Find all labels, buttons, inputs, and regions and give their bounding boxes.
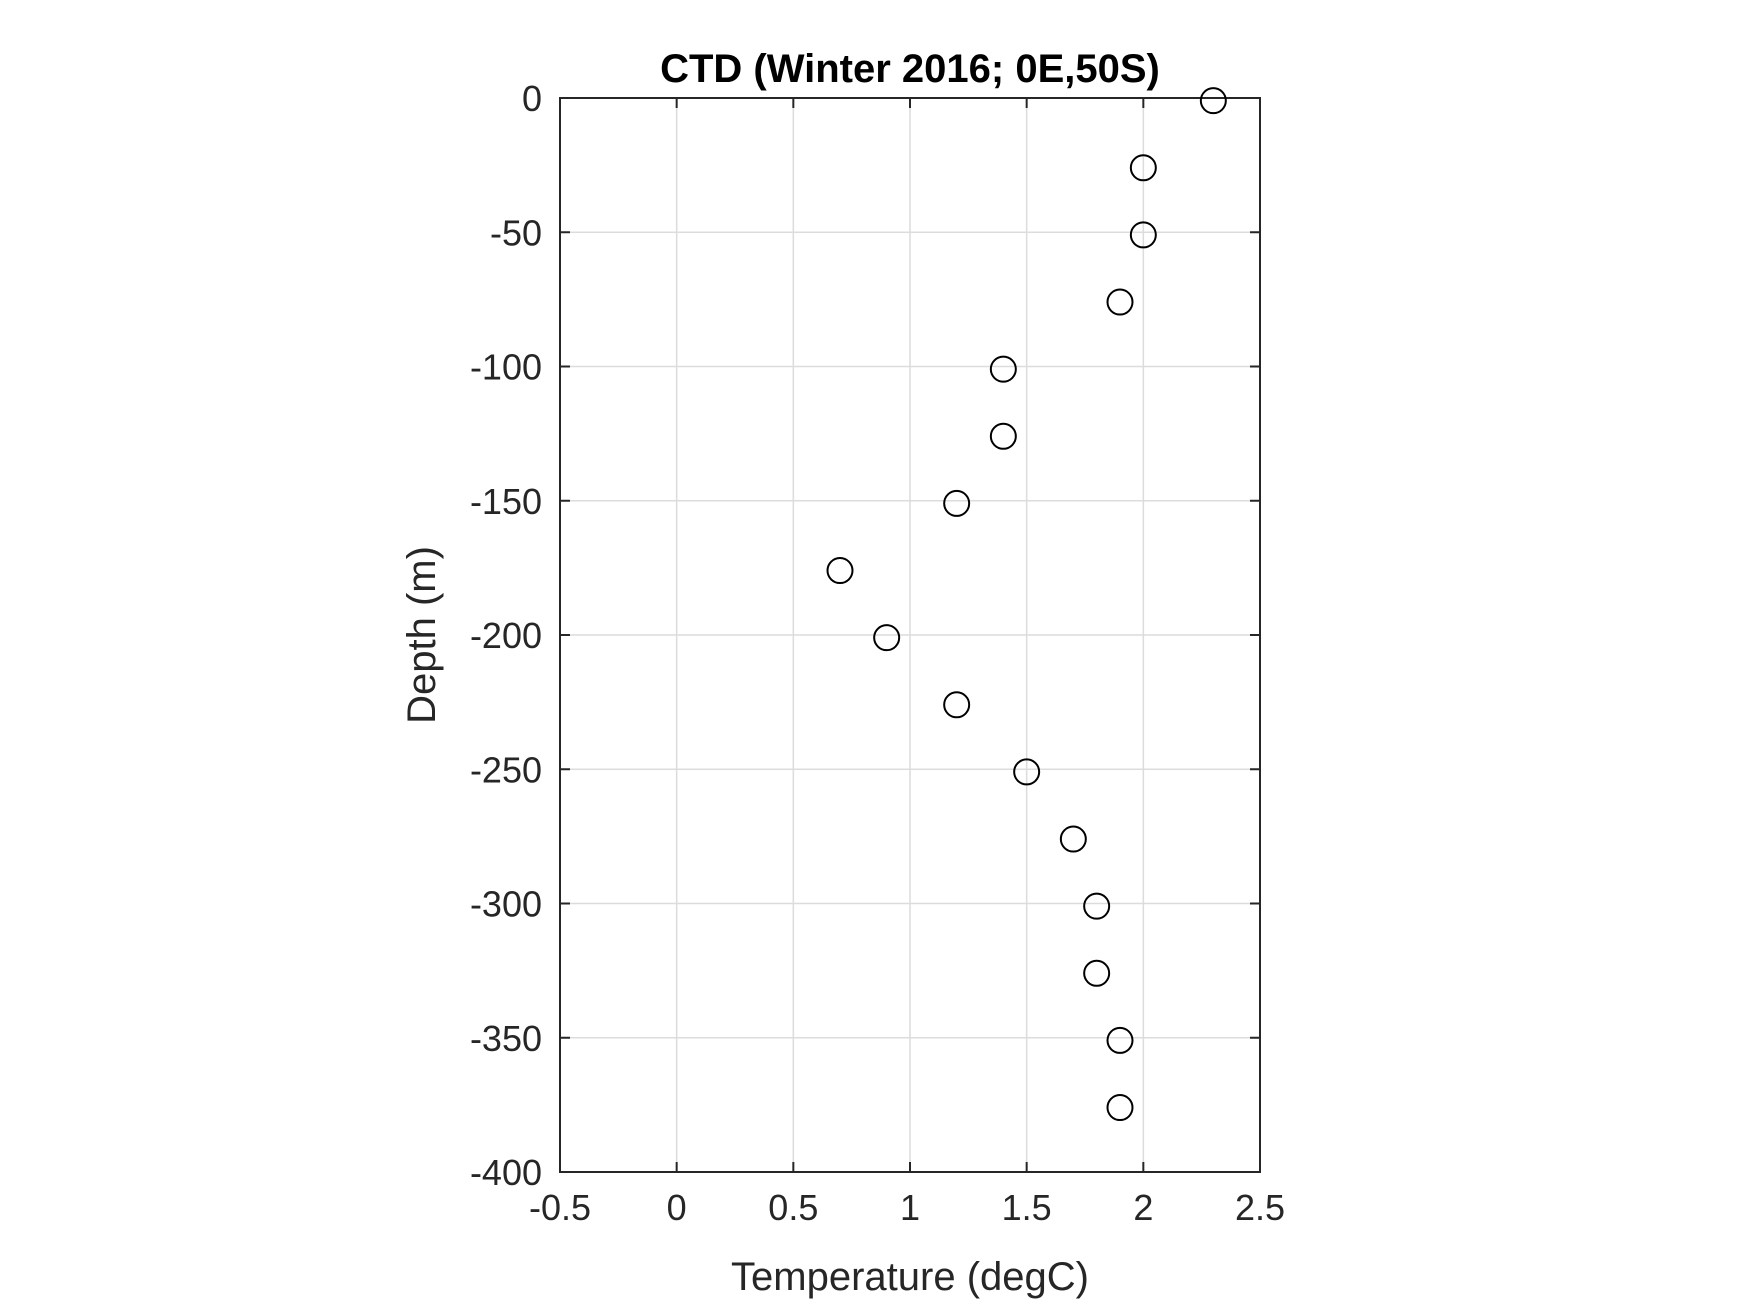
y-tick-label: -100 xyxy=(470,347,542,388)
x-tick-label: 1 xyxy=(900,1187,920,1228)
data-point xyxy=(826,557,854,585)
x-tick-label: 0.5 xyxy=(768,1187,818,1228)
y-axis-label: Depth (m) xyxy=(400,546,444,724)
data-point xyxy=(989,422,1017,450)
data-point xyxy=(943,489,971,517)
x-tick-label: 1.5 xyxy=(1002,1187,1052,1228)
data-point xyxy=(1083,959,1111,987)
data-point xyxy=(1013,758,1041,786)
axis-ticks xyxy=(559,97,1261,1173)
data-point xyxy=(1106,288,1134,316)
x-axis-label: Temperature (degC) xyxy=(731,1255,1089,1299)
data-points xyxy=(826,87,1227,1122)
x-tick-label: 2 xyxy=(1133,1187,1153,1228)
data-point xyxy=(1106,1094,1134,1122)
chart-title: CTD (Winter 2016; 0E,50S) xyxy=(660,47,1160,91)
y-tick-label: -250 xyxy=(470,749,542,790)
y-tick-label: -150 xyxy=(470,481,542,522)
data-point xyxy=(1129,221,1157,249)
data-point xyxy=(943,691,971,719)
y-tick-label: -200 xyxy=(470,615,542,656)
data-point xyxy=(1083,892,1111,920)
data-point xyxy=(1129,154,1157,182)
y-tick-label: -300 xyxy=(470,884,542,925)
data-point xyxy=(873,624,901,652)
y-tick-labels: 0 -50 -100 -150 -200 -250 -300 -350 -400 xyxy=(470,78,542,1193)
data-point xyxy=(1059,825,1087,853)
data-point xyxy=(1199,87,1227,115)
data-point xyxy=(989,355,1017,383)
y-tick-label: -50 xyxy=(490,212,542,253)
x-tick-label: 2.5 xyxy=(1235,1187,1285,1228)
x-tick-label: 0 xyxy=(667,1187,687,1228)
y-tick-label: 0 xyxy=(522,78,542,119)
grid-lines xyxy=(560,98,1260,1172)
x-tick-label: -0.5 xyxy=(529,1187,591,1228)
y-tick-label: -350 xyxy=(470,1018,542,1059)
y-tick-label: -400 xyxy=(470,1152,542,1193)
x-tick-labels: -0.5 0 0.5 1 1.5 2 2.5 xyxy=(529,1187,1285,1228)
data-point xyxy=(1106,1026,1134,1054)
